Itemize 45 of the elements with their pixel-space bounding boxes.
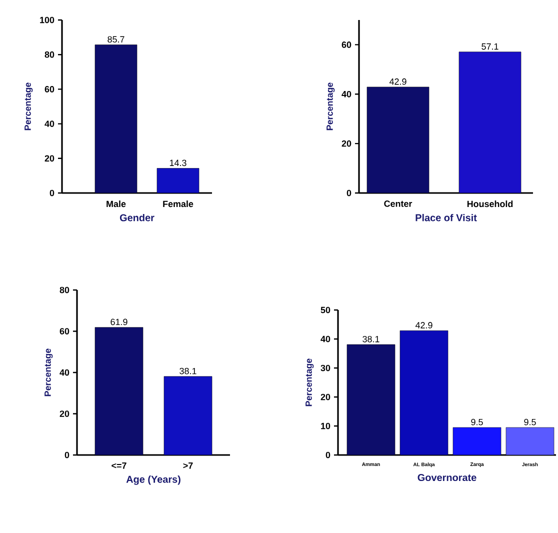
y-tick-label: 30	[320, 364, 330, 372]
data-label: 57.1	[482, 43, 498, 50]
data-label: 9.5	[471, 418, 483, 426]
y-tick-label: 40	[60, 369, 70, 376]
y-axis-title: Percentage	[44, 348, 53, 396]
x-tick-label: Female	[163, 200, 194, 208]
y-tick-label: 10	[321, 422, 330, 430]
y-tick-label: 80	[60, 286, 70, 294]
y-tick-label: 20	[60, 410, 70, 417]
y-tick-label: 60	[60, 328, 70, 334]
x-tick-label: >7	[183, 462, 193, 469]
y-tick-label: 60	[44, 86, 54, 92]
x-tick-label: Center	[384, 200, 412, 207]
data-label: 85.7	[108, 36, 124, 43]
y-tick-label: 20	[320, 394, 330, 400]
x-axis-title: Gender	[120, 214, 154, 222]
data-label: 9.5	[524, 418, 536, 426]
x-tick-label: Household	[467, 200, 513, 208]
y-tick-label: 20	[342, 140, 352, 147]
y-tick-label: 100	[40, 16, 54, 24]
x-tick-label: <=7	[112, 462, 126, 469]
y-tick-label: 20	[44, 155, 54, 162]
y-tick-label: 0	[64, 452, 70, 458]
y-axis-title: Percentage	[326, 82, 335, 130]
y-tick-label: 0	[346, 190, 352, 196]
x-tick-label: Male	[106, 200, 126, 208]
y-tick-label: 40	[342, 90, 352, 98]
y-axis-title: Percentage	[306, 358, 314, 406]
data-label: 42.9	[389, 78, 406, 85]
data-label: 42.9	[415, 322, 432, 328]
x-axis-title: Age (Years)	[126, 476, 180, 485]
data-label: 38.1	[180, 368, 196, 374]
y-tick-label: 40	[320, 336, 330, 342]
data-label: 38.1	[362, 336, 380, 342]
data-label: 14.3	[170, 160, 186, 166]
x-axis-title: Governorate	[418, 474, 476, 482]
y-tick-label: 60	[342, 42, 352, 48]
y-tick-label: 80	[44, 51, 54, 58]
y-tick-label: 40	[44, 120, 54, 127]
y-tick-label: 0	[326, 452, 330, 458]
data-label: 61.9	[110, 318, 128, 326]
y-tick-label: 50	[320, 306, 330, 314]
x-axis-title: Place of Visit	[416, 214, 477, 222]
y-tick-label: 0	[50, 190, 54, 196]
y-axis-title: Percentage	[24, 82, 33, 130]
